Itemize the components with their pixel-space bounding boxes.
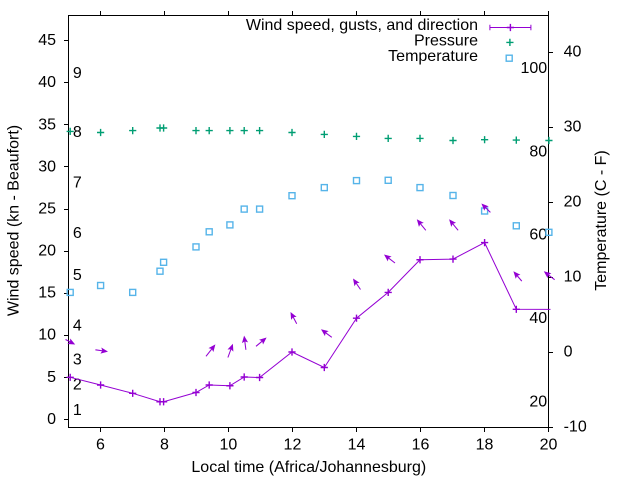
svg-text:4: 4 xyxy=(73,318,82,335)
svg-text:Wind speed, gusts, and directi: Wind speed, gusts, and direction xyxy=(246,17,478,34)
svg-text:3: 3 xyxy=(73,351,82,368)
svg-text:8: 8 xyxy=(160,437,169,454)
svg-text:6: 6 xyxy=(96,437,105,454)
svg-text:2: 2 xyxy=(73,377,82,394)
svg-text:18: 18 xyxy=(476,437,494,454)
svg-text:40: 40 xyxy=(564,43,582,60)
svg-text:Temperature (C - F): Temperature (C - F) xyxy=(593,150,610,290)
svg-text:15: 15 xyxy=(38,285,56,302)
svg-text:Wind speed (kn - Beaufort): Wind speed (kn - Beaufort) xyxy=(6,125,23,316)
svg-text:30: 30 xyxy=(38,158,56,175)
svg-text:5: 5 xyxy=(73,267,82,284)
svg-text:12: 12 xyxy=(284,437,302,454)
svg-text:16: 16 xyxy=(412,437,430,454)
svg-text:10: 10 xyxy=(38,327,56,344)
svg-text:5: 5 xyxy=(47,369,56,386)
svg-text:0: 0 xyxy=(47,411,56,428)
svg-text:25: 25 xyxy=(38,200,56,217)
svg-text:20: 20 xyxy=(529,393,547,410)
svg-text:40: 40 xyxy=(38,74,56,91)
svg-text:10: 10 xyxy=(220,437,238,454)
svg-text:Pressure: Pressure xyxy=(414,33,478,50)
svg-text:1: 1 xyxy=(73,402,82,419)
svg-text:35: 35 xyxy=(38,116,56,133)
svg-text:8: 8 xyxy=(73,124,82,141)
svg-text:80: 80 xyxy=(529,143,547,160)
svg-text:Temperature: Temperature xyxy=(388,48,478,65)
svg-text:20: 20 xyxy=(564,193,582,210)
svg-text:7: 7 xyxy=(73,175,82,192)
svg-text:20: 20 xyxy=(540,437,558,454)
svg-text:30: 30 xyxy=(564,118,582,135)
svg-text:100: 100 xyxy=(520,60,547,77)
svg-text:14: 14 xyxy=(348,437,366,454)
svg-text:10: 10 xyxy=(564,268,582,285)
svg-text:20: 20 xyxy=(38,243,56,260)
svg-text:-10: -10 xyxy=(564,418,587,435)
svg-text:45: 45 xyxy=(38,32,56,49)
svg-text:Local time (Africa/Johannesbur: Local time (Africa/Johannesburg) xyxy=(191,459,426,476)
svg-text:6: 6 xyxy=(73,225,82,242)
svg-text:0: 0 xyxy=(564,343,573,360)
svg-text:40: 40 xyxy=(529,310,547,327)
svg-text:60: 60 xyxy=(529,227,547,244)
svg-text:9: 9 xyxy=(73,65,82,82)
